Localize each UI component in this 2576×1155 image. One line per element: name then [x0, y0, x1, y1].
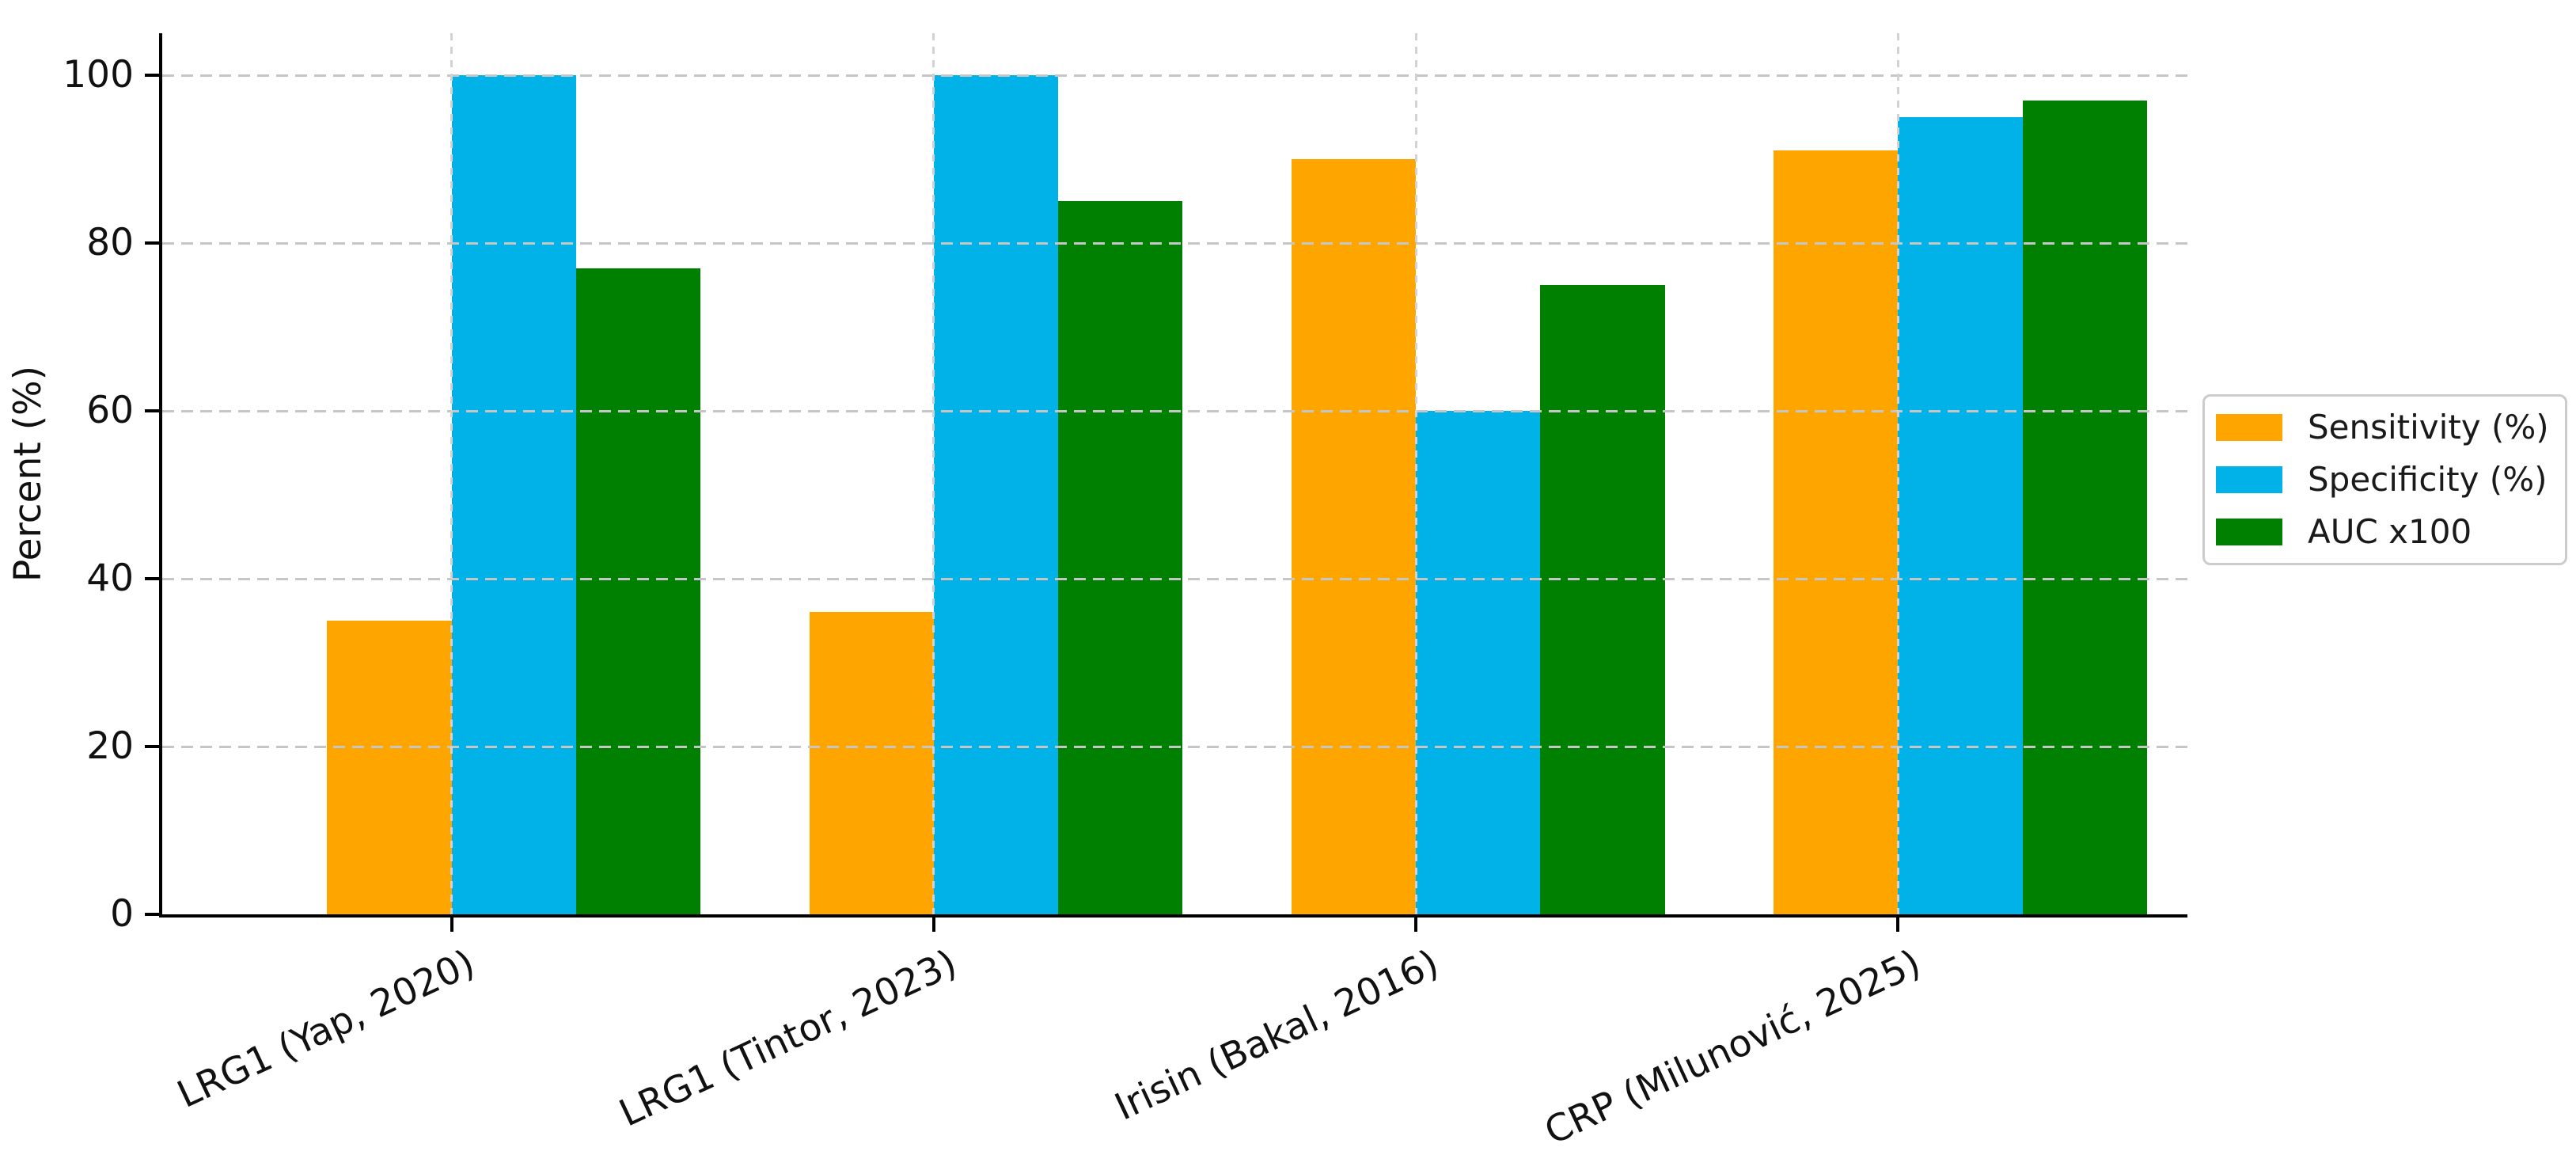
legend-swatch — [2216, 519, 2282, 545]
y-tick — [145, 74, 159, 77]
bar — [327, 621, 452, 914]
gridline-v — [450, 33, 453, 914]
bar — [1058, 201, 1183, 914]
legend-swatch — [2216, 414, 2282, 441]
legend-item: AUC x100 — [2216, 514, 2549, 550]
y-tick-label: 0 — [110, 892, 134, 936]
y-tick — [145, 409, 159, 412]
gridline-v — [932, 33, 935, 914]
legend-label: Specificity (%) — [2308, 460, 2548, 499]
x-tick-label: Irisin (Bakal, 2016) — [1108, 941, 1446, 1130]
x-tick-label: LRG1 (Tintor, 2023) — [613, 941, 964, 1136]
y-tick-label: 80 — [86, 221, 134, 264]
legend-item: Sensitivity (%) — [2216, 409, 2549, 446]
y-tick-label: 20 — [86, 724, 134, 768]
bar — [1291, 159, 1417, 914]
bar — [451, 75, 576, 914]
y-tick — [145, 241, 159, 245]
bar — [2022, 100, 2147, 914]
gridline-h — [162, 577, 2187, 580]
y-axis-label: Percent (%) — [0, 33, 57, 914]
legend-swatch — [2216, 466, 2282, 493]
legend: Sensitivity (%) Specificity (%) AUC x100 — [2202, 394, 2567, 565]
bar — [575, 268, 700, 914]
x-tick — [450, 918, 453, 932]
gridline-h — [162, 409, 2187, 412]
bar — [1416, 411, 1541, 914]
y-tick — [145, 913, 159, 916]
legend-label: Sensitivity (%) — [2308, 408, 2549, 446]
y-tick — [145, 577, 159, 580]
bar — [933, 75, 1059, 914]
y-tick-label: 100 — [63, 53, 134, 97]
bar — [1774, 150, 1899, 914]
gridline-h — [162, 745, 2187, 748]
x-tick — [1896, 918, 1900, 932]
y-tick-label: 60 — [86, 389, 134, 432]
x-tick — [931, 918, 935, 932]
x-tick — [1414, 918, 1418, 932]
gridline-v — [1414, 33, 1417, 914]
y-tick-label: 40 — [86, 557, 134, 600]
bar — [1898, 117, 2023, 914]
legend-item: Specificity (%) — [2216, 462, 2549, 498]
x-axis-spine — [159, 914, 2187, 918]
y-tick — [145, 745, 159, 748]
bar — [809, 612, 934, 914]
y-axis-spine — [159, 33, 162, 918]
gridline-h — [162, 74, 2187, 77]
gridline-v — [1896, 33, 1899, 914]
x-tick-label: LRG1 (Yap, 2020) — [170, 941, 481, 1117]
gridline-h — [162, 241, 2187, 245]
bar — [1540, 285, 1665, 914]
x-tick-label: CRP (Milunović, 2025) — [1538, 941, 1928, 1154]
legend-label: AUC x100 — [2308, 512, 2472, 551]
